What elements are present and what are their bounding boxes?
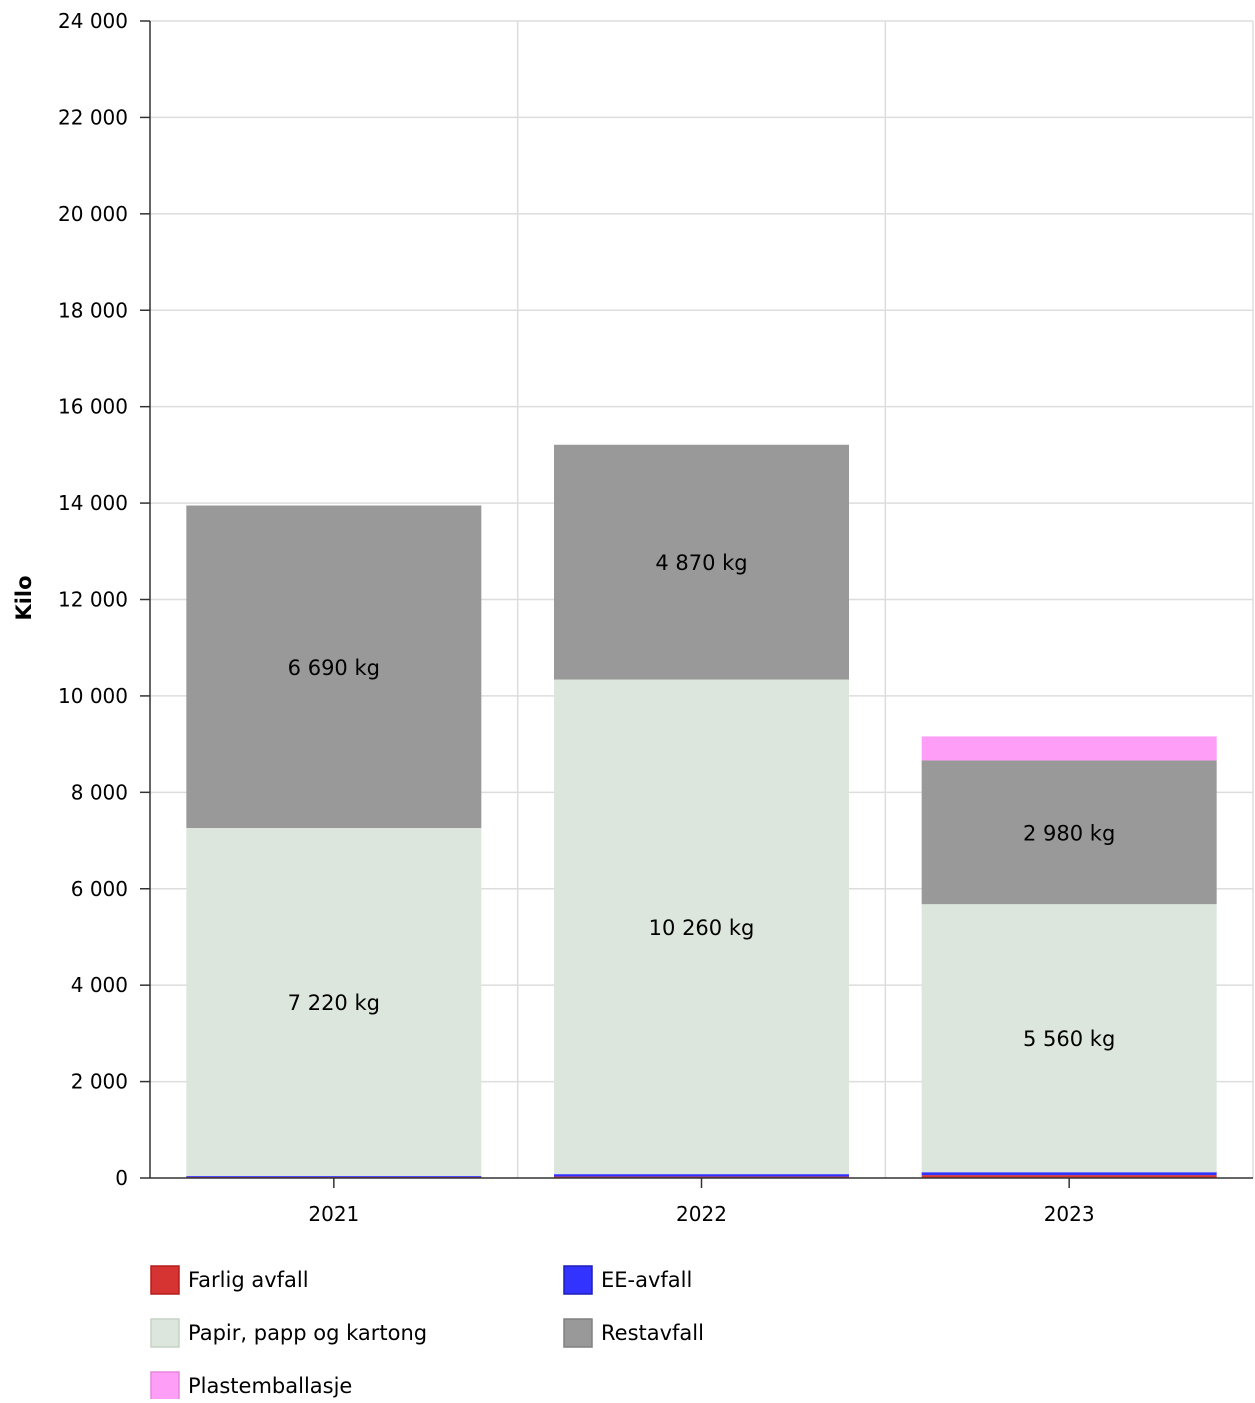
legend-swatch bbox=[150, 1318, 180, 1348]
y-tick-label: 22 000 bbox=[58, 105, 128, 129]
legend-item-papir-papp-og-kartong[interactable]: Papir, papp og kartong bbox=[150, 1318, 427, 1348]
y-tick-label: 12 000 bbox=[58, 588, 128, 612]
bar-segment-farlig-avfall-2023[interactable] bbox=[921, 1175, 1217, 1178]
bar-segment-restavfall-2021[interactable] bbox=[186, 505, 482, 829]
data-labels: 7 220 kg 6 690 kg 10 260 kg 4 870 kg 5 560 k… bbox=[288, 551, 1116, 1051]
x-tick-label: 2022 bbox=[676, 1202, 727, 1226]
y-tick-label: 2 000 bbox=[71, 1070, 128, 1094]
data-label: 2 980 kg bbox=[1023, 821, 1115, 845]
legend-swatch bbox=[150, 1371, 180, 1401]
legend-label: Restavfall bbox=[601, 1321, 704, 1345]
bar-segment-ee-avfall-2022[interactable] bbox=[554, 1174, 849, 1177]
x-tick-label: 2023 bbox=[1044, 1202, 1095, 1226]
bar-segment-plastemballasje-2023[interactable] bbox=[921, 736, 1217, 761]
y-tick-label: 8 000 bbox=[71, 780, 128, 804]
legend-label: EE-avfall bbox=[601, 1268, 692, 1292]
legend-item-ee-avfall[interactable]: EE-avfall bbox=[563, 1265, 692, 1295]
data-label: 4 870 kg bbox=[655, 551, 747, 575]
legend-swatch bbox=[563, 1265, 593, 1295]
y-tick-label: 14 000 bbox=[58, 491, 128, 515]
data-label: 10 260 kg bbox=[649, 916, 755, 940]
legend[interactable]: Farlig avfall EE-avfall Papir, papp og kar… bbox=[150, 1265, 704, 1401]
y-tick-label: 4 000 bbox=[71, 973, 128, 997]
legend-label: Farlig avfall bbox=[188, 1268, 309, 1292]
y-tick-label: 6 000 bbox=[71, 877, 128, 901]
bar-segment-papir-papp-og-kartong-2022[interactable] bbox=[554, 679, 849, 1175]
legend-item-plastemballasje[interactable]: Plastemballasje bbox=[150, 1371, 352, 1401]
y-tick-label: 10 000 bbox=[58, 684, 128, 708]
legend-item-farlig-avfall[interactable]: Farlig avfall bbox=[150, 1265, 309, 1295]
data-label: 6 690 kg bbox=[288, 656, 380, 680]
data-label: 7 220 kg bbox=[288, 991, 380, 1015]
bars bbox=[186, 444, 1217, 1178]
y-axis-label: Kilo bbox=[12, 575, 36, 620]
y-tick-label: 0 bbox=[115, 1166, 128, 1190]
legend-swatch bbox=[563, 1318, 593, 1348]
legend-item-restavfall[interactable]: Restavfall bbox=[563, 1318, 704, 1348]
y-tick-label: 24 000 bbox=[58, 9, 128, 33]
bar-segment-papir-papp-og-kartong-2021[interactable] bbox=[186, 828, 482, 1177]
bar-segment-papir-papp-og-kartong-2023[interactable] bbox=[921, 904, 1217, 1173]
y-tick-label: 18 000 bbox=[58, 298, 128, 322]
bar-segment-ee-avfall-2021[interactable] bbox=[186, 1176, 482, 1178]
bar-segment-ee-avfall-2023[interactable] bbox=[921, 1172, 1217, 1176]
bar-segment-restavfall-2023[interactable] bbox=[921, 760, 1217, 905]
y-tick-label: 16 000 bbox=[58, 395, 128, 419]
data-label: 5 560 kg bbox=[1023, 1027, 1115, 1051]
legend-label: Papir, papp og kartong bbox=[188, 1321, 427, 1345]
legend-label: Plastemballasje bbox=[188, 1374, 352, 1398]
legend-swatch bbox=[150, 1265, 180, 1295]
x-tick-label: 2021 bbox=[308, 1202, 359, 1226]
y-tick-label: 20 000 bbox=[58, 202, 128, 226]
bar-segment-restavfall-2022[interactable] bbox=[554, 444, 849, 680]
axes: 0 2 000 4 000 6 000 8 000 10 000 12 000 14 000 1… bbox=[58, 9, 1253, 1226]
